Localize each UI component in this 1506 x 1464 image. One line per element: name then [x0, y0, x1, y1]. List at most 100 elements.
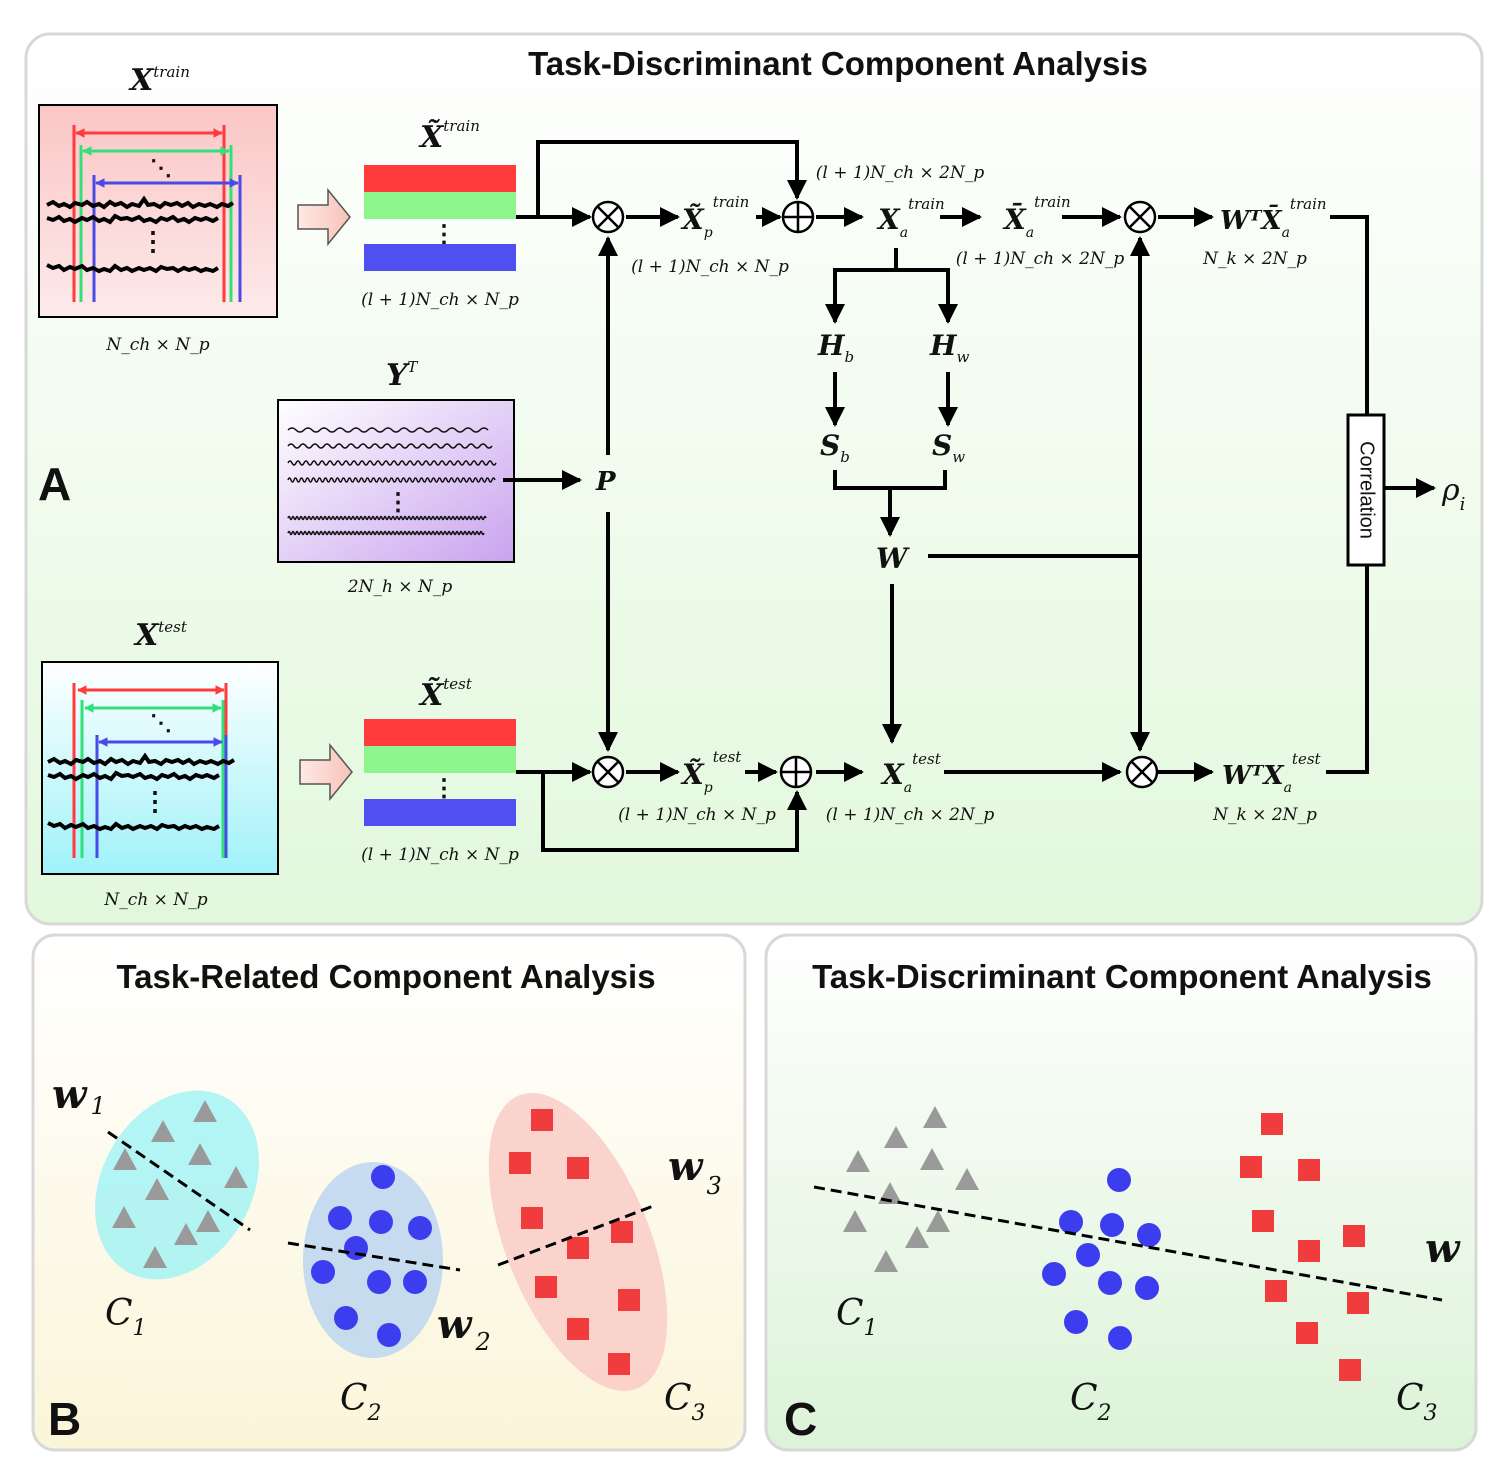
xp-test-dim: (l + 1)N_ch × N_p	[618, 805, 776, 825]
y-reference-panel: YT ⋮ 2N_h × N_p	[277, 358, 515, 597]
class-3-square	[1296, 1322, 1318, 1344]
class-3-square	[535, 1276, 557, 1298]
panel-a-letter: A	[38, 458, 71, 510]
b-squares	[509, 1109, 640, 1375]
x-tilde-test-dim: (l + 1)N_ch × N_p	[361, 845, 519, 865]
cluster-1-ellipse	[95, 1090, 259, 1280]
class-2-circle	[377, 1323, 401, 1347]
xa-train-dim: (l + 1)N_ch × 2N_p	[816, 163, 985, 183]
panel-a: Task-Discriminant Component Analysis A X…	[24, 32, 1484, 926]
w3-projection-line	[497, 1203, 657, 1267]
class-2-circle	[1098, 1271, 1122, 1295]
class-1-triangle	[143, 1246, 167, 1268]
xa-train-label: Xatrain	[876, 195, 945, 241]
add-op-test	[779, 755, 813, 789]
class-3-square	[1347, 1292, 1369, 1314]
w2-projection-line	[287, 1241, 461, 1272]
class-3-square	[567, 1157, 589, 1179]
y-dim: 2N_h × N_p	[347, 577, 453, 597]
svg-text:⋮: ⋮	[432, 221, 456, 248]
x-train-signal-panel: Xtrain ⋱ ⋮ N_ch × N_p	[38, 63, 278, 355]
c2-label: C2	[340, 1378, 382, 1426]
w-label: w	[1425, 1225, 1461, 1272]
class-1-triangle	[955, 1168, 979, 1190]
class-2-circle	[1042, 1262, 1066, 1286]
class-3-square	[608, 1353, 630, 1375]
multiply-op-train-1	[591, 200, 625, 234]
add-op-train	[781, 200, 815, 234]
class-2-circle	[1108, 1326, 1132, 1350]
class-1-triangle	[843, 1210, 867, 1232]
class-2-circle	[1076, 1243, 1100, 1267]
class-1-triangle	[188, 1143, 212, 1165]
class-2-circle	[1064, 1310, 1088, 1334]
class-1-triangle	[224, 1166, 248, 1188]
class-3-square	[1265, 1280, 1287, 1302]
panel-c-frame	[764, 933, 1478, 1452]
class-2-circle	[367, 1270, 391, 1294]
c3-label: C3	[664, 1378, 706, 1426]
w1-projection-line	[107, 1130, 251, 1232]
x-train-dim: N_ch × N_p	[105, 335, 209, 355]
class-2-circle	[369, 1210, 393, 1234]
x-test-dim: N_ch × N_p	[103, 890, 207, 910]
correlation-label: Correlation	[1356, 441, 1378, 539]
b-triangles	[112, 1100, 248, 1268]
class-1-triangle	[874, 1250, 898, 1272]
class-3-square	[1339, 1359, 1361, 1381]
class-3-square	[618, 1289, 640, 1311]
xp-train-dim: (l + 1)N_ch × N_p	[631, 257, 789, 277]
class-1-triangle	[923, 1106, 947, 1128]
x-train-label: Xtrain	[128, 63, 190, 98]
xp-train-label: X̃ptrain	[680, 193, 749, 241]
panel-b-letter: B	[48, 1393, 81, 1445]
c3-label: C3	[1396, 1378, 1438, 1426]
class-3-square	[1298, 1240, 1320, 1262]
x-tilde-train-stack: X̃train ⋮ (l + 1)N_ch × N_p	[361, 117, 519, 310]
class-2-circle	[1059, 1210, 1083, 1234]
class-3-square	[1343, 1225, 1365, 1247]
class-1-triangle	[113, 1148, 137, 1170]
wtx-test-dim: N_k × 2N_p	[1212, 805, 1317, 825]
class-2-circle	[403, 1270, 427, 1294]
panel-c-letter: C	[784, 1393, 817, 1445]
train-input-arrow	[297, 187, 351, 247]
class-2-circle	[408, 1216, 432, 1240]
multiply-op-train-2	[1123, 200, 1157, 234]
class-3-square	[1261, 1113, 1283, 1135]
class-2-circle	[1137, 1223, 1161, 1247]
test-input-arrow	[299, 742, 353, 802]
hw-node: Hw	[929, 329, 969, 366]
class-2-circle	[328, 1206, 352, 1230]
w-projection-line	[813, 1185, 1443, 1302]
x-test-signal-panel: Xtest ⋱ ⋮ N_ch × N_p	[41, 618, 279, 910]
hb-node: Hb	[817, 329, 854, 366]
panel-a-flow	[503, 140, 1436, 852]
xabar-train-dim: (l + 1)N_ch × 2N_p	[956, 249, 1125, 269]
p-node: P	[595, 467, 617, 497]
svg-text:⋱: ⋱	[150, 710, 172, 735]
class-1-triangle	[926, 1210, 950, 1232]
panel-b-title: Task-Related Component Analysis	[116, 958, 655, 995]
x-tilde-test-label: X̃test	[418, 675, 473, 713]
b-circles	[311, 1165, 432, 1347]
panel-c: Task-Discriminant Component Analysis C w…	[764, 933, 1478, 1452]
w-node: W	[876, 542, 910, 575]
class-3-square	[1298, 1159, 1320, 1181]
c-circles	[1042, 1168, 1161, 1350]
svg-text:⋮: ⋮	[140, 226, 166, 256]
class-2-circle	[1107, 1168, 1131, 1192]
x-tilde-test-stack: X̃test ⋮ (l + 1)N_ch × N_p	[361, 675, 519, 865]
rho-output: ρi	[1441, 473, 1465, 515]
sb-node: Sb	[820, 429, 850, 466]
class-1-triangle	[884, 1126, 908, 1148]
class-2-circle	[1135, 1276, 1159, 1300]
correlation-box	[1346, 413, 1386, 567]
class-3-square	[1252, 1210, 1274, 1232]
class-1-triangle	[193, 1100, 217, 1122]
class-1-triangle	[145, 1178, 169, 1200]
